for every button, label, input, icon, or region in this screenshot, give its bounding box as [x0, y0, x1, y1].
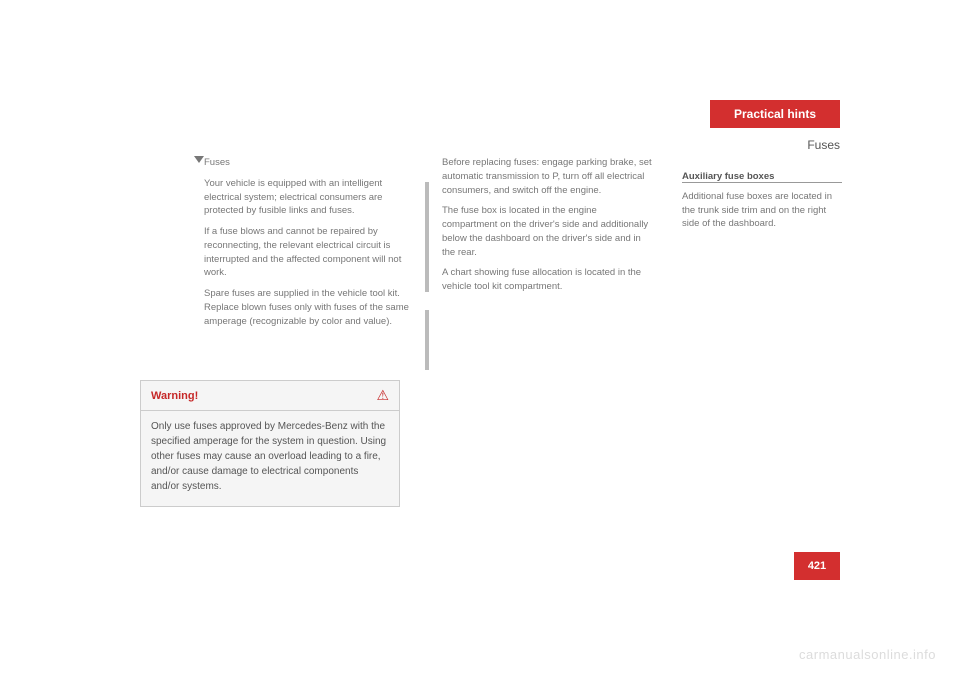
warning-title: Warning!: [151, 390, 198, 402]
page-number-tab: 421: [794, 552, 840, 580]
mid-p1: Before replacing fuses: engage parking b…: [442, 156, 652, 197]
right-title: Auxiliary fuse boxes: [682, 170, 842, 184]
mid-p2: The fuse box is located in the engine co…: [442, 204, 652, 259]
divider: [425, 182, 429, 292]
page-container: Practical hints Fuses Fuses Your vehicle…: [140, 100, 840, 580]
right-p1: Additional fuse boxes are located in the…: [682, 190, 842, 231]
page-subtitle: Fuses: [807, 138, 840, 152]
page-number: 421: [808, 560, 826, 572]
column-middle: Before replacing fuses: engage parking b…: [442, 156, 652, 301]
watermark: carmanualsonline.info: [799, 647, 936, 662]
section-tab: Practical hints: [710, 100, 840, 128]
section-tab-label: Practical hints: [734, 107, 816, 121]
warning-box: Warning! ⚠ Only use fuses approved by Me…: [140, 380, 400, 507]
warning-icon: ⚠: [376, 387, 389, 404]
left-p3: If a fuse blows and cannot be repaired b…: [204, 225, 414, 280]
column-right: Auxiliary fuse boxes Additional fuse box…: [682, 170, 842, 238]
warning-header: Warning! ⚠: [141, 381, 399, 411]
left-heading: Fuses: [204, 156, 414, 170]
mid-p3: A chart showing fuse allocation is locat…: [442, 266, 652, 294]
left-p2: Your vehicle is equipped with an intelli…: [204, 177, 414, 218]
warning-body: Only use fuses approved by Mercedes-Benz…: [141, 411, 399, 506]
divider: [425, 310, 429, 370]
chevron-down-icon: [194, 156, 204, 163]
left-p4: Spare fuses are supplied in the vehicle …: [204, 287, 414, 328]
column-left: Fuses Your vehicle is equipped with an i…: [204, 156, 414, 335]
